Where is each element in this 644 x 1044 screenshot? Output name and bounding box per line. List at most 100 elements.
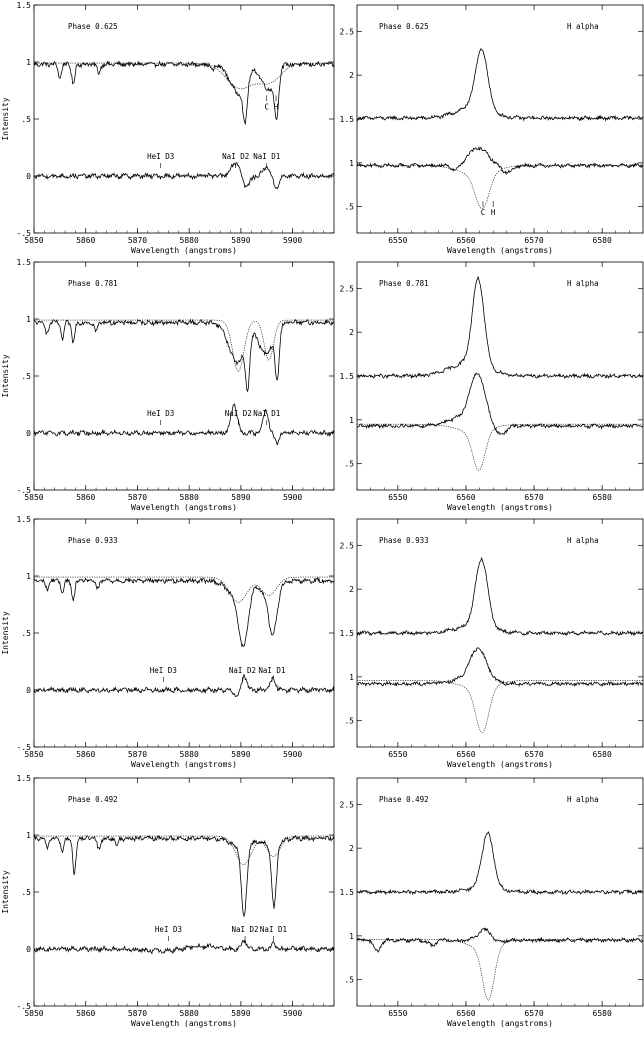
series-synthetic xyxy=(357,939,643,1001)
line-label-hei: HeI D3 xyxy=(150,666,177,675)
y-tick-label: .5 xyxy=(21,629,31,638)
x-axis-label: Wavelength (angstroms) xyxy=(447,503,553,512)
y-axis-label: Intensity xyxy=(1,611,10,655)
x-tick-label: 6570 xyxy=(524,236,543,245)
y-tick-label: .5 xyxy=(21,372,31,381)
x-tick-label: 6580 xyxy=(593,750,612,759)
y-tick-label: 1 xyxy=(349,673,354,682)
y-tick-label: .5 xyxy=(344,460,354,469)
x-tick-label: 5880 xyxy=(180,236,199,245)
x-tick-label: 5890 xyxy=(231,493,250,502)
y-tick-label: -.5 xyxy=(17,743,32,752)
x-tick-label: 6560 xyxy=(456,236,475,245)
halpha-label: H alpha xyxy=(567,279,599,288)
x-tick-label: 5880 xyxy=(180,750,199,759)
x-tick-label: 5880 xyxy=(180,493,199,502)
series-residual xyxy=(356,372,644,436)
y-tick-label: 0 xyxy=(26,172,31,181)
x-axis-label: Wavelength (angstroms) xyxy=(447,760,553,769)
series-observed xyxy=(34,318,335,393)
series-residual xyxy=(33,403,335,446)
x-tick-label: 6580 xyxy=(593,493,612,502)
y-tick-label: 1 xyxy=(349,416,354,425)
series-residual xyxy=(356,647,644,688)
x-tick-label: 6570 xyxy=(524,493,543,502)
y-tick-label: 2 xyxy=(349,328,354,337)
phase-label: Phase 0.625 xyxy=(379,22,429,31)
series-observed xyxy=(356,47,644,122)
y-tick-label: 2.5 xyxy=(340,27,355,36)
x-tick-label: 5870 xyxy=(128,750,147,759)
y-tick-label: 0 xyxy=(26,945,31,954)
halpha-label: H alpha xyxy=(567,536,599,545)
y-tick-label: 1 xyxy=(26,572,31,581)
x-tick-label: 5890 xyxy=(231,1009,250,1018)
plot-frame xyxy=(356,261,644,491)
plot-frame xyxy=(33,518,335,748)
x-tick-label: 5890 xyxy=(231,750,250,759)
series-observed xyxy=(356,831,644,896)
x-tick-label: 5850 xyxy=(24,750,43,759)
y-tick-label: 1 xyxy=(349,932,354,941)
series-observed xyxy=(33,60,335,126)
panel-sodium-4: 5850 5860 5870 5880 5890 5900 -.5 0 .5 1 1.5 Wavele… xyxy=(1,515,335,769)
x-tick-label: 6550 xyxy=(388,750,407,759)
x-tick-label: 6570 xyxy=(524,750,543,759)
y-tick-label: 2 xyxy=(349,844,354,853)
series-synthetic xyxy=(357,165,643,210)
plot-frame xyxy=(33,4,335,234)
x-axis-label: Wavelength (angstroms) xyxy=(447,1019,553,1028)
phase-label: Phase 0.781 xyxy=(379,279,429,288)
line-label-nad1: NaI D1 xyxy=(258,666,285,675)
y-tick-label: 1.5 xyxy=(340,115,355,124)
panel-halpha-5: 6550 6560 6570 6580 .5 1 1.5 2 2.5 Wavelength (an… xyxy=(340,518,644,769)
x-axis-label: Wavelength (angstroms) xyxy=(131,503,237,512)
y-tick-label: 1.5 xyxy=(17,515,32,524)
series-synthetic xyxy=(357,680,643,733)
x-tick-label: 6550 xyxy=(388,236,407,245)
line-label-hei: HeI D3 xyxy=(147,152,174,161)
y-tick-label: 1 xyxy=(349,159,354,168)
x-tick-label: 6560 xyxy=(456,493,475,502)
y-tick-label: 1 xyxy=(26,315,31,324)
y-tick-label: 1.5 xyxy=(340,629,355,638)
line-label-nad2: NaI D2 xyxy=(229,666,256,675)
x-tick-label: 6580 xyxy=(593,236,612,245)
line-label-hei: HeI D3 xyxy=(147,409,174,418)
series-observed xyxy=(356,556,644,637)
x-tick-label: 5870 xyxy=(128,493,147,502)
x-tick-label: 5890 xyxy=(231,236,250,245)
series-synthetic xyxy=(34,62,334,90)
series-synthetic xyxy=(34,319,334,372)
x-tick-label: 6550 xyxy=(388,493,407,502)
x-tick-label: 5870 xyxy=(128,236,147,245)
x-axis-label: Wavelength (angstroms) xyxy=(131,246,237,255)
y-tick-label: -.5 xyxy=(17,1002,32,1011)
series-synthetic xyxy=(34,576,334,603)
plot-frame xyxy=(356,518,644,748)
y-tick-label: 1.5 xyxy=(340,372,355,381)
line-label-hei: HeI D3 xyxy=(155,925,182,934)
x-tick-label: 5860 xyxy=(76,1009,95,1018)
x-tick-label: 5860 xyxy=(76,493,95,502)
x-axis-label: Wavelength (angstroms) xyxy=(447,246,553,255)
halpha-label: H alpha xyxy=(567,22,599,31)
x-axis-label: Wavelength (angstroms) xyxy=(131,1019,237,1028)
panel-sodium-6: 5850 5860 5870 5880 5890 5900 -.5 0 .5 1 1.5 Wavele… xyxy=(1,774,335,1028)
series-observed xyxy=(33,834,335,918)
x-tick-label: 6560 xyxy=(456,750,475,759)
phase-label: Phase 0.781 xyxy=(68,279,118,288)
x-tick-label: 5850 xyxy=(24,1009,43,1018)
x-tick-label: 6560 xyxy=(456,1009,475,1018)
phase-label: Phase 0.492 xyxy=(379,795,429,804)
y-tick-label: -.5 xyxy=(17,229,32,238)
y-tick-label: 0 xyxy=(26,686,31,695)
y-tick-label: 1 xyxy=(26,831,31,840)
line-label-nad1: NaI D1 xyxy=(260,925,287,934)
phase-label: Phase 0.492 xyxy=(68,795,118,804)
line-label-nad1: NaI D1 xyxy=(253,409,280,418)
y-tick-label: 2.5 xyxy=(340,800,355,809)
y-tick-label: .5 xyxy=(344,717,354,726)
y-tick-label: 0 xyxy=(26,429,31,438)
